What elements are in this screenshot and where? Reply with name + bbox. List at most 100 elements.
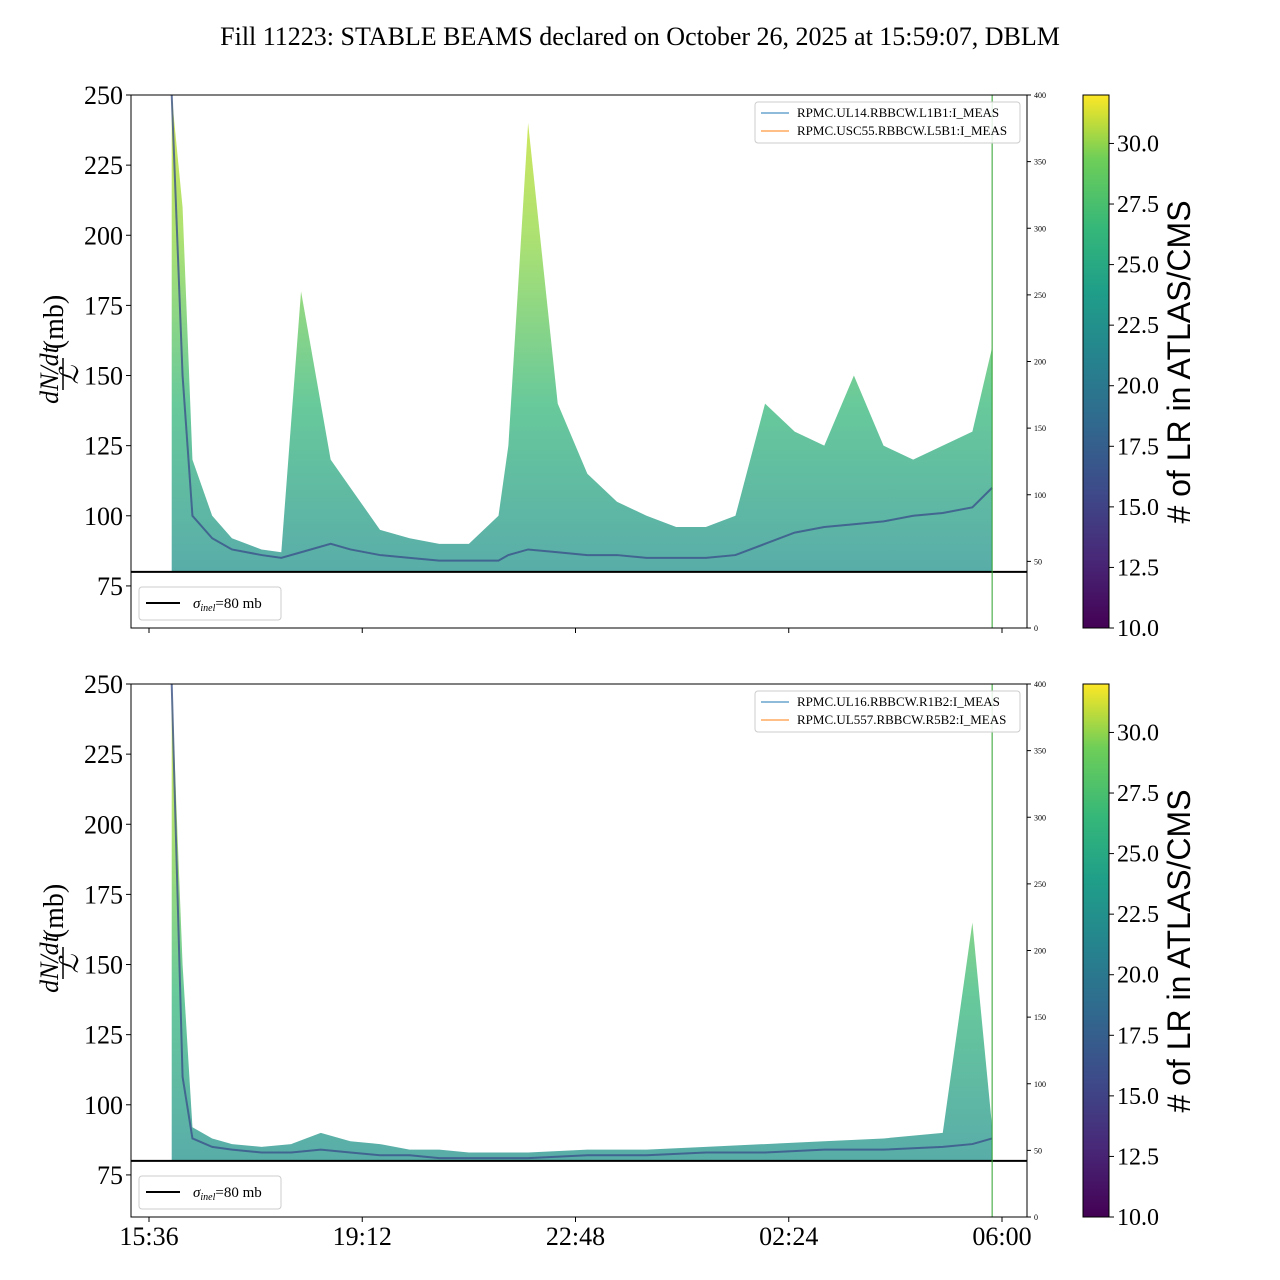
chart-title: Fill 11223: STABLE BEAMS declared on Oct… bbox=[220, 22, 1060, 51]
sigma-subscript: inel bbox=[200, 1192, 215, 1203]
bottom-ylabel-numerator: dN/dt bbox=[35, 934, 64, 993]
y2-tick-label: 250 bbox=[1034, 880, 1046, 889]
y-tick-label: 150 bbox=[84, 362, 123, 391]
y-tick-label: 175 bbox=[84, 880, 123, 909]
bottom-axes-frame bbox=[130, 683, 1028, 1218]
panel-top: 75 100 125 150 175 200 225 250 0 50 100 150 200 250 3… bbox=[35, 81, 1197, 642]
colorbar-tick-label: 20.0 bbox=[1117, 963, 1159, 989]
y2-tick-label: 300 bbox=[1034, 813, 1046, 822]
bottom-y-axis-label: dN/dt ℒ (mb) bbox=[35, 884, 84, 993]
colorbar-tick-label: 17.5 bbox=[1117, 434, 1159, 460]
x-tick-label: 22:48 bbox=[546, 1222, 605, 1251]
colorbar-tick-label: 12.5 bbox=[1117, 555, 1159, 581]
panel-bottom: 75 100 125 150 175 200 225 250 0 50 100 150 200 250 3… bbox=[35, 670, 1197, 1251]
x-tick-label: 02:24 bbox=[759, 1222, 818, 1251]
top-sigma-legend: σinel=80 mb bbox=[138, 586, 282, 621]
top-colorbar-label: # of LR in ATLAS/CMS bbox=[1161, 200, 1197, 523]
top-x-ticks bbox=[148, 628, 1003, 633]
colorbar-tick-label: 25.0 bbox=[1117, 842, 1159, 868]
colorbar-tick-label: 12.5 bbox=[1117, 1144, 1159, 1170]
top-series-baseline bbox=[170, 95, 993, 562]
svg-text:σinel=80 mb: σinel=80 mb bbox=[193, 1185, 262, 1203]
sigma-value: =80 mb bbox=[215, 1185, 261, 1201]
y2-tick-label: 200 bbox=[1034, 947, 1046, 956]
top-legend-item-1: RPMC.UL14.RBBCW.L1B1:I_MEAS bbox=[797, 105, 999, 120]
colorbar-tick-label: 15.0 bbox=[1117, 1084, 1159, 1110]
colorbar-tick-label: 10.0 bbox=[1117, 616, 1159, 642]
colorbar-tick-label: 27.5 bbox=[1117, 781, 1159, 807]
y2-tick-label: 350 bbox=[1034, 158, 1046, 167]
colorbar-tick-label: 30.0 bbox=[1117, 720, 1159, 746]
y-tick-label: 250 bbox=[84, 670, 123, 699]
sigma-subscript: inel bbox=[200, 603, 215, 614]
bottom-series-baseline bbox=[170, 684, 993, 1160]
bottom-legend-item-1: RPMC.UL16.RBBCW.R1B2:I_MEAS bbox=[797, 694, 1000, 709]
top-ylabel-unit: (mb) bbox=[39, 295, 70, 349]
colorbar-tick-label: 15.0 bbox=[1117, 495, 1159, 521]
top-colorbar: 10.0 12.5 15.0 17.5 20.0 22.5 25.0 27.5 30.0 # o… bbox=[1082, 94, 1197, 642]
sigma-symbol: σ bbox=[193, 596, 201, 612]
y-tick-label: 250 bbox=[84, 81, 123, 110]
y2-tick-label: 400 bbox=[1034, 91, 1046, 100]
colorbar-tick-label: 20.0 bbox=[1117, 374, 1159, 400]
top-ylabel-denominator: ℒ bbox=[55, 364, 84, 384]
colorbar-tick-label: 25.0 bbox=[1117, 253, 1159, 279]
y-tick-label: 200 bbox=[84, 221, 123, 250]
colorbar-tick-label: 22.5 bbox=[1117, 313, 1159, 339]
y2-tick-label: 150 bbox=[1034, 424, 1046, 433]
top-legend: RPMC.UL14.RBBCW.L1B1:I_MEAS RPMC.USC55.R… bbox=[754, 101, 1021, 144]
y-tick-label: 100 bbox=[84, 1091, 123, 1120]
bottom-legend: RPMC.UL16.RBBCW.R1B2:I_MEAS RPMC.UL557.R… bbox=[754, 690, 1021, 733]
bottom-y2-ticks: 0 50 100 150 200 250 300 350 400 bbox=[1027, 680, 1046, 1222]
y-tick-label: 225 bbox=[84, 740, 123, 769]
bottom-y-ticks: 75 100 125 150 175 200 225 250 bbox=[84, 670, 131, 1190]
colorbar-tick-label: 27.5 bbox=[1117, 192, 1159, 218]
y-tick-label: 100 bbox=[84, 502, 123, 531]
bottom-ylabel-denominator: ℒ bbox=[55, 953, 84, 973]
y-tick-label: 175 bbox=[84, 291, 123, 320]
x-tick-label: 15:36 bbox=[119, 1222, 178, 1251]
top-y2-ticks: 0 50 100 150 200 250 300 350 400 bbox=[1027, 91, 1046, 633]
y2-tick-label: 0 bbox=[1034, 1213, 1038, 1222]
y2-tick-label: 50 bbox=[1034, 1146, 1042, 1155]
top-series-envelope bbox=[171, 95, 993, 572]
bottom-sigma-legend: σinel=80 mb bbox=[138, 1175, 282, 1210]
y2-tick-label: 100 bbox=[1034, 491, 1046, 500]
y2-tick-label: 300 bbox=[1034, 224, 1046, 233]
y-tick-label: 200 bbox=[84, 810, 123, 839]
top-colorbar-ticks: 10.0 12.5 15.0 17.5 20.0 22.5 25.0 27.5 30.0 bbox=[1109, 131, 1159, 642]
y-tick-label: 75 bbox=[97, 1161, 123, 1190]
bottom-legend-item-2: RPMC.UL557.RBBCW.R5B2:I_MEAS bbox=[797, 712, 1006, 727]
top-y-ticks: 75 100 125 150 175 200 225 250 bbox=[84, 81, 131, 601]
bottom-colorbar: 10.0 12.5 15.0 17.5 20.0 22.5 25.0 27.5 30.0 # o… bbox=[1082, 683, 1197, 1231]
y2-tick-label: 150 bbox=[1034, 1013, 1046, 1022]
colorbar-tick-label: 10.0 bbox=[1117, 1205, 1159, 1231]
colorbar-tick-label: 30.0 bbox=[1117, 131, 1159, 157]
top-y-axis-label: dN/dt ℒ (mb) bbox=[35, 295, 84, 404]
colorbar-tick-label: 17.5 bbox=[1117, 1023, 1159, 1049]
top-ylabel-numerator: dN/dt bbox=[35, 345, 64, 404]
y2-tick-label: 200 bbox=[1034, 358, 1046, 367]
bottom-colorbar-label: # of LR in ATLAS/CMS bbox=[1161, 789, 1197, 1112]
x-tick-label: 06:00 bbox=[972, 1222, 1031, 1251]
x-tick-label: 19:12 bbox=[333, 1222, 392, 1251]
sigma-value: =80 mb bbox=[215, 596, 261, 612]
y2-tick-label: 50 bbox=[1034, 557, 1042, 566]
y-tick-label: 225 bbox=[84, 151, 123, 180]
y-tick-label: 125 bbox=[84, 1021, 123, 1050]
sigma-symbol: σ bbox=[193, 1185, 201, 1201]
y2-tick-label: 350 bbox=[1034, 747, 1046, 756]
bottom-x-ticks: 15:36 19:12 22:48 02:24 06:00 bbox=[119, 1217, 1032, 1251]
y2-tick-label: 100 bbox=[1034, 1080, 1046, 1089]
y-tick-label: 125 bbox=[84, 432, 123, 461]
bottom-colorbar-ticks: 10.0 12.5 15.0 17.5 20.0 22.5 25.0 27.5 30.0 bbox=[1109, 720, 1159, 1231]
bottom-series-envelope bbox=[171, 684, 993, 1161]
y2-tick-label: 0 bbox=[1034, 624, 1038, 633]
top-legend-item-2: RPMC.USC55.RBBCW.L5B1:I_MEAS bbox=[797, 123, 1007, 138]
y2-tick-label: 400 bbox=[1034, 680, 1046, 689]
bottom-ylabel-unit: (mb) bbox=[39, 884, 70, 938]
y-tick-label: 75 bbox=[97, 572, 123, 601]
svg-text:σinel=80 mb: σinel=80 mb bbox=[193, 596, 262, 614]
colorbar-tick-label: 22.5 bbox=[1117, 902, 1159, 928]
